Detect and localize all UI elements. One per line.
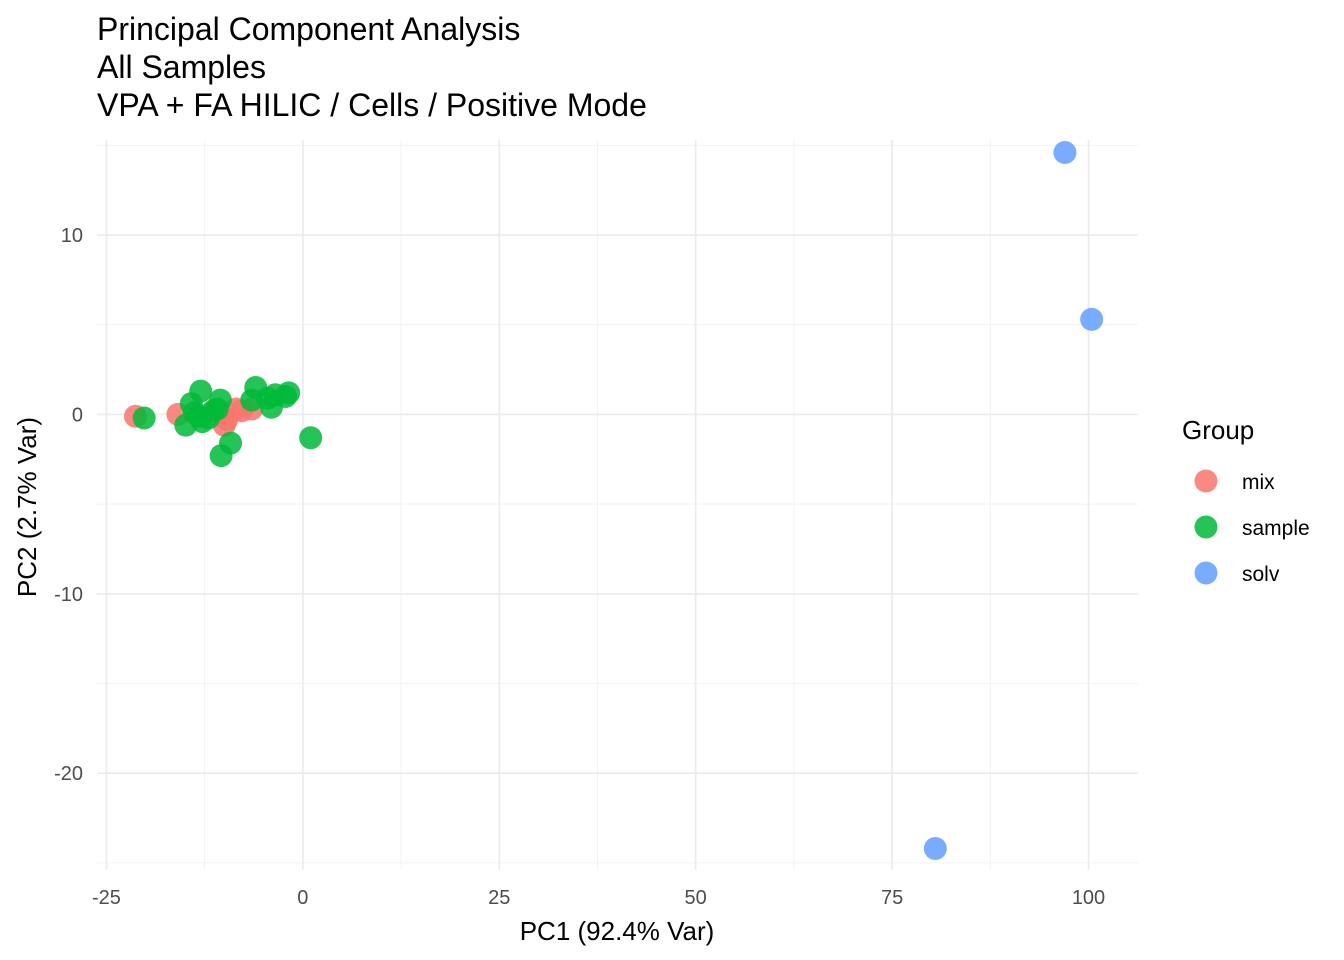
point-sample (189, 379, 213, 403)
point-solv (923, 836, 947, 860)
legend-label-sample: sample (1242, 517, 1310, 540)
x-axis-tick-labels: -25 0 25 50 75 100 (92, 887, 1105, 909)
point-sample (277, 381, 301, 405)
legend-title: Group (1182, 415, 1254, 445)
grid-major-lines (97, 140, 1138, 870)
chart-subtitle-line-1: All Samples (97, 49, 266, 85)
point-solv (1080, 307, 1104, 331)
y-axis-title: PC2 (2.7% Var) (12, 417, 42, 597)
legend-label-solv: solv (1242, 563, 1280, 586)
legend-label-mix: mix (1242, 471, 1275, 494)
point-sample (132, 406, 156, 430)
data-points (123, 141, 1104, 860)
y-tick-label: -20 (54, 763, 83, 785)
x-tick-label: -25 (92, 887, 121, 909)
point-sample (299, 426, 323, 450)
x-tick-label: 100 (1072, 887, 1105, 909)
chart-title: Principal Component Analysis (97, 11, 521, 47)
y-tick-label: -10 (54, 584, 83, 606)
x-tick-label: 75 (881, 887, 903, 909)
legend-key-sample (1194, 515, 1218, 539)
chart-subtitle-line-2: VPA + FA HILIC / Cells / Positive Mode (97, 87, 647, 123)
x-tick-label: 0 (297, 887, 308, 909)
point-sample (219, 431, 243, 455)
x-tick-label: 50 (685, 887, 707, 909)
y-tick-label: 0 (72, 404, 83, 426)
grid-minor-lines (97, 140, 1138, 870)
y-axis-tick-labels: 10 0 -10 -20 (54, 225, 83, 785)
chart-title-block: Principal Component Analysis All Samples… (97, 10, 647, 124)
y-tick-label: 10 (61, 225, 83, 247)
x-tick-label: 25 (488, 887, 510, 909)
point-sample (208, 388, 232, 412)
legend-key-mix (1194, 469, 1218, 493)
legend: Group mix sample solv (1182, 415, 1310, 586)
legend-key-solv (1194, 561, 1218, 585)
point-solv (1053, 141, 1077, 165)
x-axis-title: PC1 (92.4% Var) (520, 916, 715, 946)
